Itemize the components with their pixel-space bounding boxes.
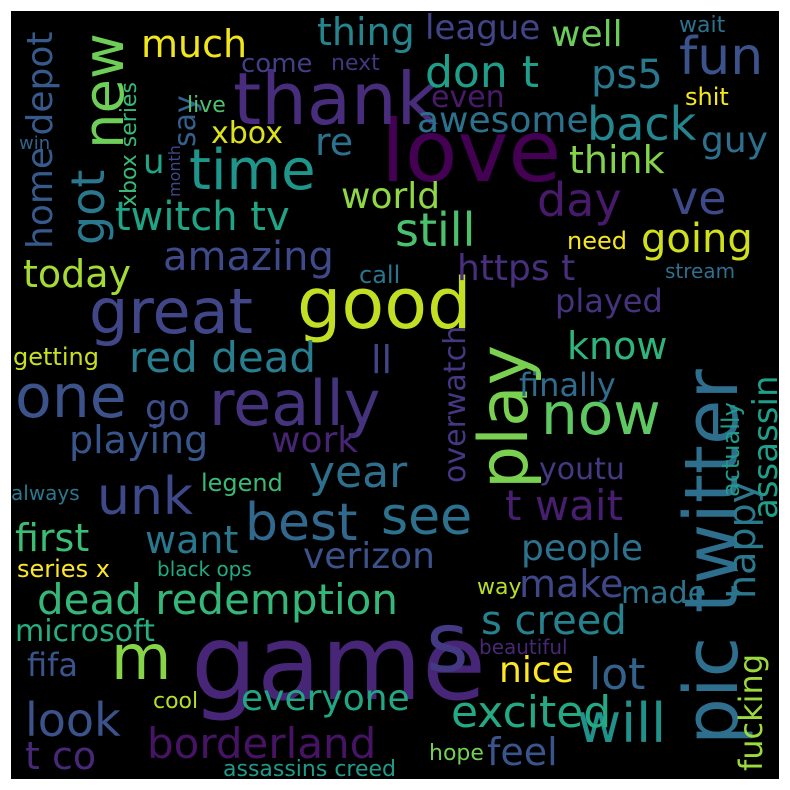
- word-lot: lot: [589, 649, 646, 700]
- word-win: win: [19, 133, 51, 154]
- word-twitch-tv: twitch tv: [115, 194, 290, 240]
- word-need: need: [567, 227, 627, 255]
- word-assassins-creed: assassins creed: [223, 757, 397, 780]
- word-always: always: [11, 481, 80, 505]
- word-actually: actually: [717, 402, 745, 497]
- word-see: see: [381, 487, 473, 547]
- word-xbox-series: xbox series: [117, 82, 142, 207]
- word-nice: nice: [499, 650, 574, 691]
- word-live: live: [187, 93, 226, 118]
- word-https-t: https t: [457, 248, 576, 289]
- word-fifa: fifa: [27, 646, 79, 684]
- word-love: love: [381, 102, 562, 202]
- word-legend: legend: [201, 469, 283, 497]
- word-work: work: [271, 420, 359, 461]
- word-game: game: [191, 602, 487, 724]
- word-great: great: [89, 275, 253, 348]
- word-shit: shit: [685, 83, 729, 111]
- word-today: today: [23, 252, 132, 296]
- word-black-ops: black ops: [157, 557, 252, 581]
- word-finally: finally: [519, 366, 616, 404]
- word-dead-redemption: dead redemption: [37, 575, 398, 624]
- word-made: made: [621, 576, 707, 611]
- word-m: m: [111, 621, 172, 694]
- word-awesome: awesome: [417, 100, 589, 141]
- word-ps5: ps5: [591, 52, 663, 98]
- word-amazing: amazing: [163, 234, 334, 280]
- word-feel: feel: [487, 730, 558, 774]
- word-borderland: borderland: [147, 719, 377, 768]
- word-got: got: [61, 169, 115, 245]
- word-stream: stream: [665, 259, 736, 283]
- word-t-wait: t wait: [505, 481, 624, 530]
- word-next: next: [331, 51, 380, 76]
- word-cool: cool: [153, 689, 199, 714]
- word-know: know: [567, 324, 668, 368]
- word-world: world: [341, 176, 441, 217]
- word-unk: unk: [97, 467, 194, 527]
- word-assassin: assassin: [746, 375, 779, 519]
- word-u: u: [143, 142, 165, 182]
- word-people: people: [521, 528, 644, 569]
- word-thank: thank: [233, 57, 439, 141]
- word-come: come: [241, 49, 313, 79]
- word-fucking: fucking: [732, 653, 770, 771]
- word-well: well: [551, 14, 623, 55]
- word-day: day: [537, 173, 622, 227]
- word-hope: hope: [429, 741, 484, 766]
- word-league: league: [425, 11, 541, 48]
- word-getting: getting: [13, 343, 99, 371]
- word-go: go: [145, 388, 190, 429]
- word-s: s: [426, 596, 469, 691]
- word-best: best: [245, 493, 358, 553]
- word-still: still: [395, 203, 476, 257]
- word-fun: fun: [679, 27, 764, 87]
- word-played: played: [555, 282, 663, 320]
- word-want: want: [145, 518, 239, 562]
- word-look: look: [25, 693, 121, 747]
- word-month: month: [165, 145, 184, 197]
- word-re: re: [315, 120, 354, 164]
- word-red-dead: red dead: [129, 333, 317, 382]
- word-year: year: [309, 447, 408, 498]
- word-t-co: t co: [25, 734, 97, 778]
- word-excited: excited: [451, 687, 612, 738]
- word-call: call: [359, 261, 401, 289]
- word-verizon: verizon: [303, 536, 435, 577]
- word-first: first: [15, 516, 90, 560]
- word-guy: guy: [701, 120, 768, 161]
- word-much: much: [141, 22, 248, 66]
- word-time: time: [189, 138, 316, 203]
- word-really: really: [209, 367, 381, 440]
- word-now: now: [541, 380, 661, 448]
- word-ll: ll: [371, 338, 393, 382]
- word-xbox: xbox: [211, 116, 283, 151]
- word-beautiful: beautiful: [479, 635, 568, 659]
- word-playing: playing: [69, 418, 209, 462]
- word-overwatch: overwatch: [438, 325, 473, 483]
- word-way: way: [477, 575, 522, 600]
- word-ve: ve: [671, 171, 727, 225]
- word-back: back: [587, 97, 697, 151]
- word-everyone: everyone: [241, 678, 410, 719]
- word-youtu: youtu: [539, 452, 625, 487]
- word-one: one: [15, 362, 127, 432]
- word-even: even: [431, 80, 505, 115]
- word-microsoft: microsoft: [15, 614, 155, 649]
- word-thing: thing: [317, 11, 415, 54]
- word-good: good: [297, 263, 472, 345]
- word-going: going: [641, 216, 753, 262]
- word-series-x: series x: [17, 555, 110, 583]
- word-wait: wait: [679, 13, 726, 38]
- word-make: make: [519, 562, 624, 606]
- word-s-creed: s creed: [481, 598, 627, 644]
- word-don-t: don t: [425, 47, 539, 98]
- word-cloud: game love thank good s pic twitter play …: [11, 11, 779, 779]
- word-think: think: [569, 138, 665, 182]
- word-will: will: [577, 692, 667, 755]
